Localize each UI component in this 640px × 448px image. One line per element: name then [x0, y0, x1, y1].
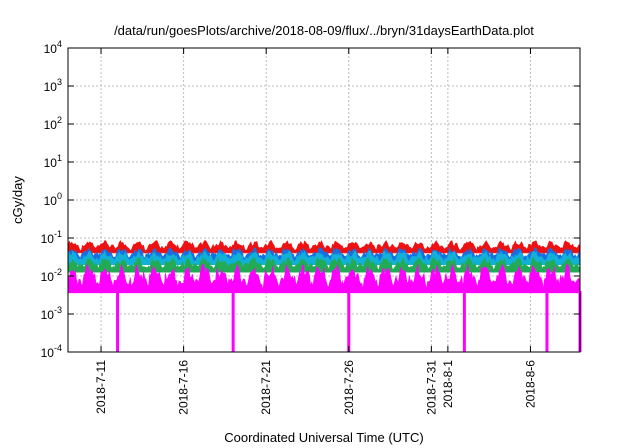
x-axis-ticks: 2018-7-11 2018-7-16 2018-7-21 2018-7-26 2018…	[94, 48, 537, 415]
x-tick-label: 2018-7-21	[259, 360, 273, 415]
series-layer	[67, 239, 582, 352]
y-tick-label: 104	[44, 39, 62, 56]
series-band	[67, 250, 581, 266]
chart-title: /data/run/goesPlots/archive/2018-08-09/f…	[114, 23, 534, 38]
grid	[68, 48, 580, 352]
series-dropout	[462, 291, 466, 352]
x-tick-label: 2018-7-11	[94, 360, 108, 414]
series-band	[67, 239, 581, 254]
y-axis-label: cGy/day	[10, 176, 25, 224]
y-axis-ticks: 10-4 10-3 10-2 10-1 100 101 102 103 104	[41, 39, 580, 360]
series-dropout	[116, 291, 120, 352]
y-tick-label: 102	[44, 115, 62, 132]
series-dropout	[231, 291, 235, 352]
y-tick-label: 10-2	[41, 267, 62, 284]
x-tick-label: 2018-8-6	[523, 360, 537, 408]
x-tick-label: 2018-8-1	[441, 360, 455, 408]
x-axis-label: Coordinated Universal Time (UTC)	[224, 430, 423, 445]
x-tick-label: 2018-7-16	[177, 360, 191, 415]
y-tick-label: 10-1	[41, 229, 62, 246]
y-tick-label: 10-4	[41, 343, 62, 360]
y-tick-label: 100	[44, 191, 62, 208]
y-tick-label: 101	[44, 153, 62, 170]
series-band	[67, 263, 581, 294]
x-tick-label: 2018-7-26	[342, 360, 356, 415]
y-tick-label: 103	[44, 77, 62, 94]
x-tick-label: 2018-7-31	[424, 360, 438, 415]
series-dropout	[545, 291, 549, 352]
series-dropout	[347, 291, 351, 352]
y-tick-label: 10-3	[41, 305, 62, 322]
